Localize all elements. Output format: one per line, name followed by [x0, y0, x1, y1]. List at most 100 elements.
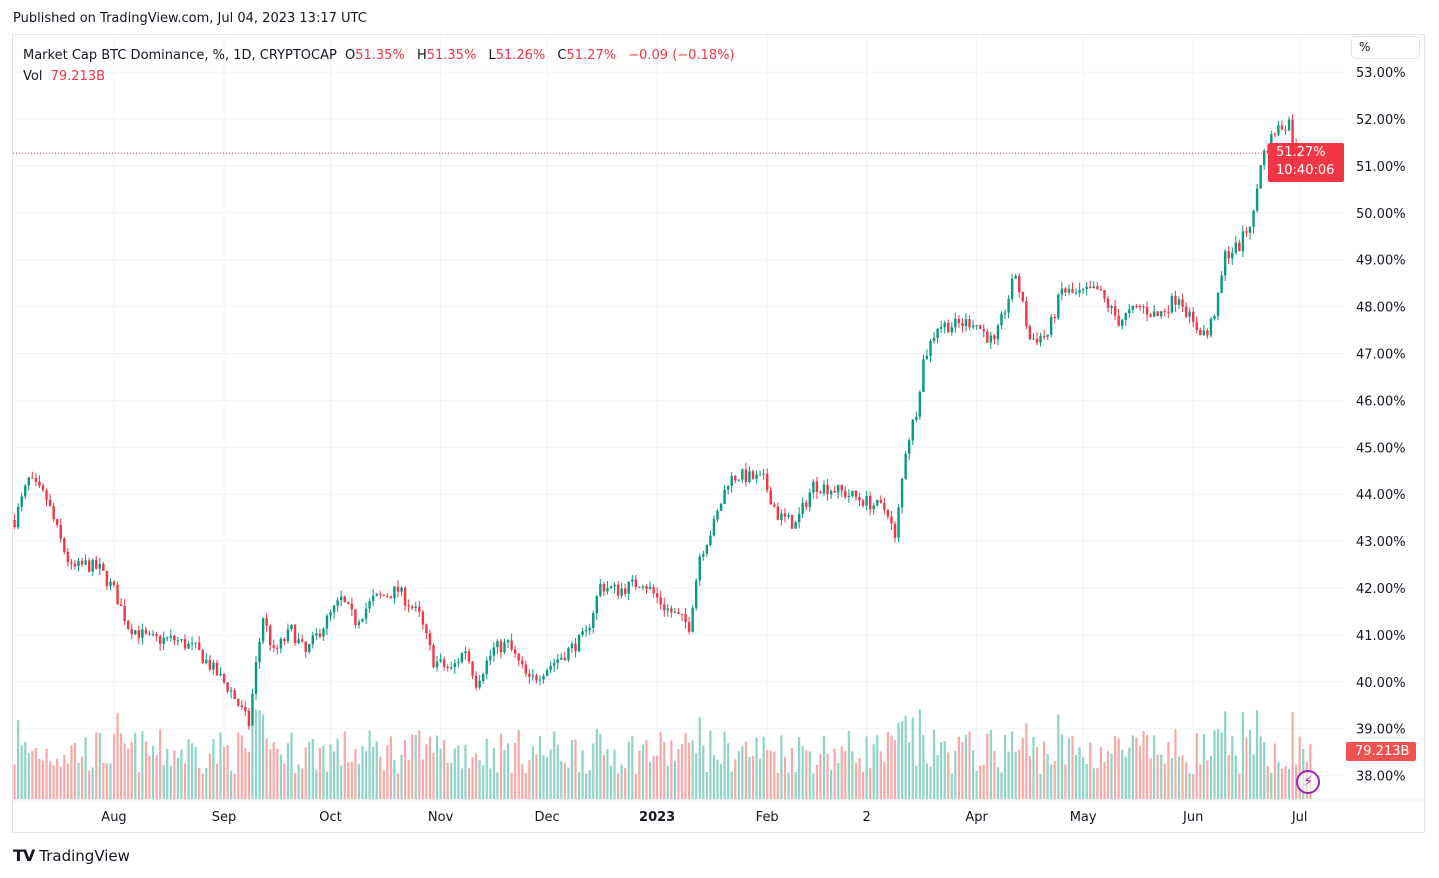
x-tick-label: Apr: [965, 810, 988, 825]
volume-bar: [254, 709, 258, 799]
volume-bar: [251, 725, 254, 799]
candle-body: [677, 612, 680, 614]
volume-bar: [908, 742, 911, 799]
candle-body: [1287, 119, 1291, 131]
candle-body: [265, 618, 268, 626]
chart-frame[interactable]: [12, 34, 1425, 833]
candle-body: [407, 605, 410, 607]
candle-body: [943, 322, 946, 328]
candle-body: [371, 595, 375, 602]
y-tick-label: 46.00%: [1356, 394, 1406, 409]
lightning-icon[interactable]: ⚡: [1296, 770, 1320, 794]
candle-body: [1099, 289, 1103, 291]
candle-body: [950, 327, 953, 333]
volume-bar: [528, 760, 531, 799]
candle-body: [151, 634, 155, 636]
candle-body: [446, 666, 449, 668]
candle-body: [595, 596, 598, 614]
y-tick-label: 41.00%: [1356, 629, 1406, 644]
candle-body: [169, 635, 172, 638]
scale-unit-button[interactable]: %: [1351, 36, 1420, 59]
volume-bar: [1227, 755, 1230, 799]
candle-body: [332, 605, 336, 613]
volume-bar: [112, 733, 116, 799]
volume-bar: [535, 754, 538, 799]
volume-bar: [311, 739, 314, 799]
candle-body: [556, 659, 559, 663]
x-tick-label: 2023: [639, 810, 675, 825]
volume-bar: [52, 765, 55, 799]
candle-body: [865, 495, 868, 506]
candle-body: [148, 633, 151, 635]
volume-bar: [712, 755, 716, 799]
volume-bar: [769, 750, 772, 799]
volume-bar: [130, 741, 133, 799]
candle-body: [84, 560, 87, 565]
volume-bar: [127, 748, 130, 799]
symbol-title[interactable]: Market Cap BTC Dominance, %, 1D, CRYPTOC…: [23, 48, 337, 63]
volume-bar: [1025, 723, 1028, 799]
candle-body: [620, 588, 623, 596]
candle-body: [893, 523, 897, 538]
volume-bar: [439, 748, 442, 799]
candle-body: [1149, 314, 1152, 317]
volume-bar: [432, 752, 435, 799]
candle-body: [251, 693, 254, 727]
volume-bar: [361, 745, 364, 799]
volume-bar: [180, 749, 183, 799]
candle-body: [1209, 318, 1213, 336]
volume-bar: [521, 764, 524, 799]
tradingview-logo[interactable]: TV TradingView: [13, 846, 130, 865]
volume-bar: [1234, 755, 1237, 799]
candle-body: [304, 641, 307, 652]
volume-bar: [1085, 763, 1088, 799]
volume-bar: [120, 733, 123, 799]
candle-body: [922, 359, 925, 392]
last-price: 51.27%: [1276, 145, 1326, 160]
candle-body: [496, 641, 499, 648]
volume-bar: [475, 753, 478, 799]
volume-bar: [1145, 735, 1149, 799]
candle-body: [27, 477, 30, 486]
candle-body: [474, 675, 478, 688]
volume-bar: [435, 735, 439, 799]
y-tick-label: 53.00%: [1356, 66, 1406, 81]
volume-bar: [258, 710, 261, 799]
candle-body: [375, 594, 378, 596]
candle-body: [560, 657, 563, 660]
volume-bar: [503, 749, 506, 799]
candle-body: [1110, 306, 1113, 308]
candle-body: [847, 496, 851, 498]
candle-body: [283, 639, 286, 642]
volume-bar: [1206, 760, 1209, 799]
candle-body: [173, 635, 176, 641]
candle-body: [137, 630, 141, 638]
volume-bar: [102, 762, 105, 799]
volume-bar: [105, 763, 108, 799]
candle-body: [655, 593, 659, 598]
volume-bar: [49, 761, 52, 799]
candle-body: [400, 587, 403, 592]
candle-body: [961, 323, 964, 326]
volume-bar: [1039, 773, 1042, 799]
volume-bar: [531, 745, 534, 799]
candle-body: [34, 477, 38, 482]
y-tick-label: 45.00%: [1356, 441, 1406, 456]
volume-bar: [805, 750, 808, 799]
volume-bar: [162, 765, 165, 799]
candle-body: [311, 635, 314, 645]
candle-body: [325, 615, 329, 629]
candle-body: [1010, 278, 1014, 299]
volume-bar: [986, 733, 989, 799]
volume-bar: [812, 773, 815, 799]
candle-body: [577, 634, 581, 652]
volume-bar: [982, 764, 985, 799]
chart-legend: Market Cap BTC Dominance, %, 1D, CRYPTOC…: [23, 45, 739, 87]
candle-body: [1135, 305, 1138, 307]
candle-body: [599, 583, 602, 597]
volume-bar: [996, 767, 1000, 799]
volume-bar: [748, 756, 751, 799]
candle-body: [989, 335, 993, 343]
candle-body: [1071, 289, 1074, 293]
